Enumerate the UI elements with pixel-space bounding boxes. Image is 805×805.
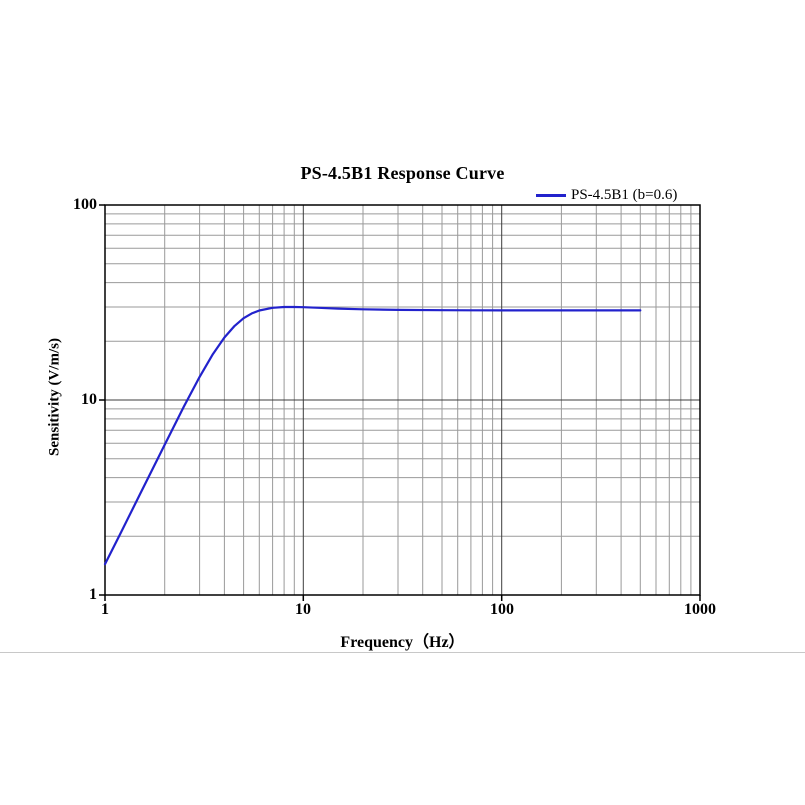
chart-title: PS-4.5B1 Response Curve [300,163,505,183]
x-tick-label: 1 [101,601,109,618]
y-tick-label: 100 [73,196,97,213]
x-axis-label: Frequency（Hz） [340,634,465,651]
x-tick-label: 100 [490,601,514,618]
legend-label: PS-4.5B1 (b=0.6) [571,187,678,203]
x-tick-label: 10 [295,601,311,618]
y-tick-label: 10 [81,391,97,408]
legend-line-swatch [536,194,566,197]
x-tick-label: 1000 [684,601,716,618]
page-divider-line [0,652,805,653]
y-tick-label: 1 [89,586,97,603]
legend: PS-4.5B1 (b=0.6) [536,187,677,204]
